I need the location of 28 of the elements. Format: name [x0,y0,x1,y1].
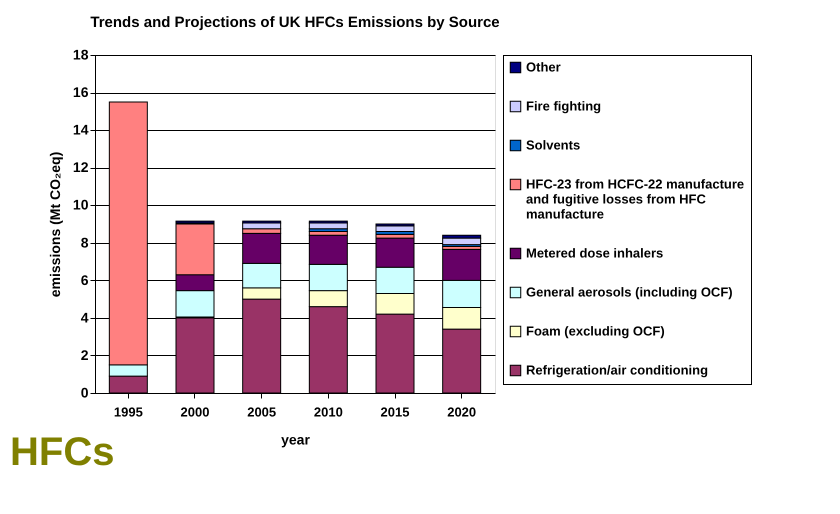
x-axis-title: year [281,432,310,448]
x-tick-label: 1995 [114,404,143,420]
x-tick-label: 2020 [447,404,476,420]
legend-label: Foam (excluding OCF) [526,324,665,338]
y-tick-label: 10 [72,196,89,213]
legend-label: Fire fighting [526,98,602,114]
y-tick-label: 18 [72,46,89,62]
x-tick-label: 2000 [180,404,210,420]
x-tick-label: 2005 [247,404,276,420]
legend-label: Metered dose inhalers [526,246,664,260]
y-tick-label: 8 [80,234,89,250]
y-tick-label: 0 [80,384,89,400]
x-tick-label: 2010 [314,404,343,420]
y-tick-label: 6 [80,272,89,288]
legend-label: HFC-23 from HCFC-22 manufacture and fugitive losses from HFC manufacture [526,176,744,222]
y-axis-title: emissions (Mt CO₂eq) [46,152,63,298]
y-tick-label: 2 [80,346,89,363]
y-tick-label: 4 [80,309,89,326]
legend-label: General aerosols (including OCF) [526,284,733,300]
legend-label: Solvents [526,138,580,152]
legend-label: Other [526,60,561,74]
chart-title: Trends and Projections of UK HFCs Emissions by Source [90,14,500,31]
x-tick-label: 2015 [380,404,410,420]
text: HFCs [10,430,114,474]
legend-label: Refrigeration/air conditioning [526,362,708,378]
y-tick-label: 14 [72,122,89,138]
y-tick-label: 12 [72,159,89,176]
y-tick-label: 16 [72,84,89,100]
